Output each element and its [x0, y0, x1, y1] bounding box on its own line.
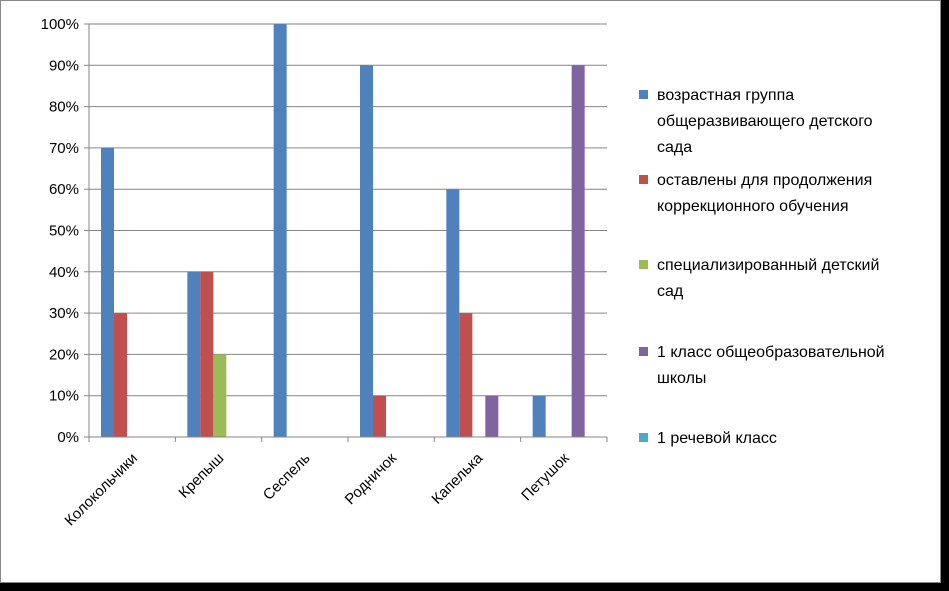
y-tick-label: 60%	[49, 181, 79, 198]
chart-frame: 0% 10% 20% 30% 40% 50% 60% 70% 80% 90% 100% Колоко…	[0, 0, 941, 583]
bar	[485, 395, 499, 437]
y-tick-label: 80%	[49, 99, 79, 116]
y-tick-label: 70%	[49, 140, 79, 157]
x-category-label: Родничок	[342, 450, 401, 509]
bar	[101, 147, 114, 437]
bar	[114, 313, 127, 437]
legend-swatch	[639, 433, 648, 442]
legend-label: коррекционного обучения	[657, 198, 849, 215]
y-tick-label: 40%	[49, 264, 79, 281]
axes	[88, 24, 608, 442]
x-category-label: Колокольчики	[61, 450, 141, 530]
y-tick-label: 20%	[49, 346, 79, 363]
bar	[213, 354, 227, 437]
legend-label: 1 класс общеобразовательной	[657, 344, 885, 361]
y-axis-ticks: 0% 10% 20% 30% 40% 50% 60% 70% 80% 90% 100%	[41, 16, 79, 446]
legend-swatch	[639, 347, 648, 356]
gridlines	[84, 23, 607, 438]
legend-label: специализированный детский	[657, 257, 879, 274]
legend-label: возрастная группа	[657, 87, 794, 104]
bar	[571, 65, 585, 438]
y-tick-label: 90%	[49, 57, 79, 74]
y-tick-label: 100%	[41, 16, 79, 33]
legend-swatch	[639, 90, 648, 99]
x-category-label: Капелька	[428, 449, 486, 507]
bar	[273, 24, 287, 437]
bar	[459, 313, 473, 437]
legend-swatch	[639, 175, 648, 184]
x-category-label: Петушок	[518, 450, 573, 505]
bar	[200, 271, 214, 437]
x-category-label: Сеспель	[260, 450, 314, 504]
legend-label: сада	[657, 139, 692, 156]
legend-label: школы	[657, 370, 706, 387]
y-tick-label: 30%	[49, 305, 79, 322]
bar	[532, 395, 546, 437]
bar-chart: 0% 10% 20% 30% 40% 50% 60% 70% 80% 90% 100% Колоко…	[41, 16, 885, 529]
legend-label: 1 речевой класс	[657, 430, 777, 447]
legend: возрастная группа общеразвивающего детско…	[639, 87, 885, 447]
x-category-label: Крепыш	[175, 450, 227, 502]
y-tick-label: 50%	[49, 223, 79, 240]
legend-swatch	[639, 260, 648, 269]
legend-label: сад	[657, 283, 684, 300]
y-tick-label: 10%	[49, 388, 79, 405]
x-axis-labels: Колокольчики Крепыш Сеспель Родничок Капельк…	[61, 449, 572, 529]
bar	[446, 189, 460, 437]
bar	[373, 395, 386, 437]
y-tick-label: 0%	[57, 429, 79, 446]
legend-label: оставлены для продолжения	[657, 172, 872, 189]
bars	[101, 24, 585, 438]
legend-label: общеразвивающего детского	[657, 113, 873, 130]
bar	[360, 65, 373, 438]
bar	[187, 271, 201, 437]
